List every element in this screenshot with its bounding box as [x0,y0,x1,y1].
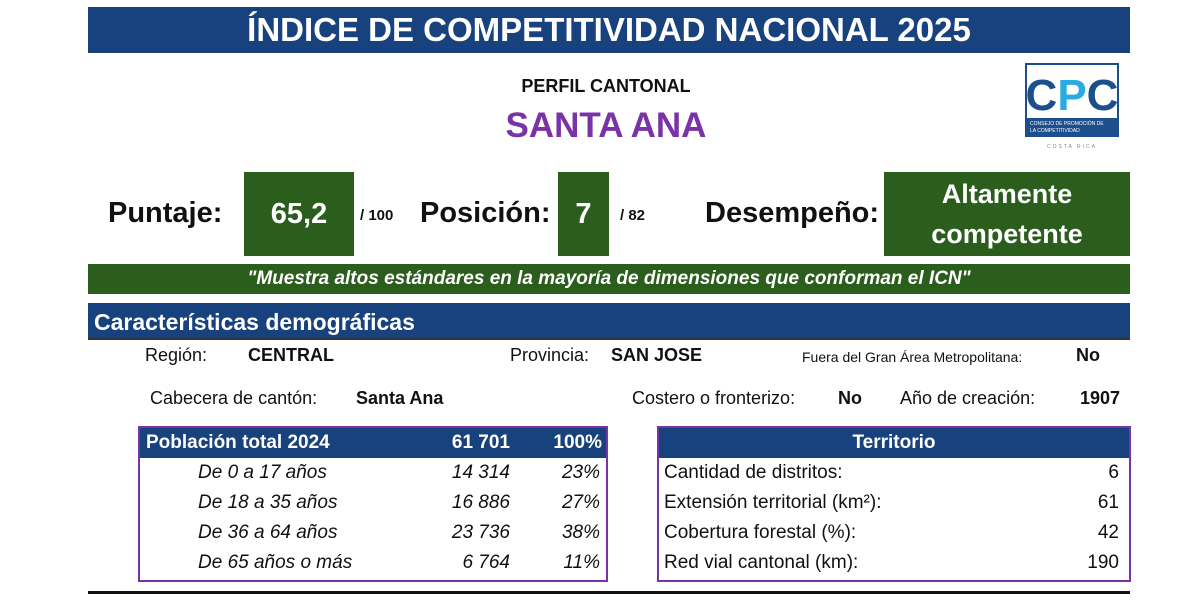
score-max: / 100 [360,207,394,224]
age-label: De 36 a 64 años [198,522,338,543]
gam-value: No [1076,345,1100,365]
age-label: De 18 a 35 años [198,492,338,513]
age-pct: 38% [561,522,600,543]
territory-header: Territorio [659,428,1129,458]
provincia-label: Provincia: [510,345,590,365]
territory-value: 42 [1097,522,1119,543]
age-pct: 27% [561,492,600,513]
region-label: Región: [145,345,208,365]
age-label: De 0 a 17 años [198,462,327,483]
performance-label: Desempeño: [705,197,880,229]
age-value: 14 314 [451,462,510,483]
age-pct: 23% [561,462,600,483]
region-value: CENTRAL [248,345,334,365]
population-title: Población total 2024 [146,432,330,453]
population-header: Población total 2024 61 701 100% [140,428,606,458]
table-row: De 18 a 35 años 16 886 27% [140,488,606,518]
table-row: Cobertura forestal (%): 42 [659,518,1129,548]
cabecera-label: Cabecera de cantón: [150,388,318,408]
score-value: 65,2 [244,172,354,256]
territory-value: 190 [1087,552,1119,573]
svg-text:LA COMPETITIVIDAD: LA COMPETITIVIDAD [1030,128,1080,134]
position-max: / 82 [620,207,646,224]
performance-quote: "Muestra altos estándares en la mayoría … [88,264,1130,294]
performance-line2: competente [931,219,1083,249]
costero-label: Costero o fronterizo: [632,388,796,408]
age-value: 16 886 [451,492,510,513]
cabecera-value: Santa Ana [356,388,444,408]
anio-value: 1907 [1080,388,1121,408]
gam-label: Fuera del Gran Área Metropolitana: [802,349,1023,365]
table-row: De 36 a 64 años 23 736 38% [140,518,606,548]
table-row: Red vial cantonal (km): 190 [659,548,1129,578]
anio-label: Año de creación: [900,388,1036,408]
territory-label: Extensión territorial (km²): [664,492,882,513]
territory-value: 61 [1097,492,1119,513]
svg-text:COSTA RICA: COSTA RICA [1047,144,1097,150]
population-total-pct: 100% [553,432,602,453]
table-row: Cantidad de distritos: 6 [659,458,1129,488]
table-row: De 65 años o más 6 764 11% [140,548,606,578]
age-label: De 65 años o más [198,552,353,573]
age-pct: 11% [563,552,600,573]
territory-value: 6 [1108,462,1119,483]
canton-name: SANTA ANA [505,106,707,145]
table-row: Extensión territorial (km²): 61 [659,488,1129,518]
provincia-value: SAN JOSE [611,345,703,365]
position-label: Posición: [420,197,551,229]
svg-text:CONSEJO DE PROMOCIÓN DE: CONSEJO DE PROMOCIÓN DE [1030,120,1104,127]
bottom-divider [88,591,1130,594]
territory-table: Territorio Cantidad de distritos: 6 Exten… [657,426,1131,582]
subtitle: PERFIL CANTONAL [521,76,691,96]
cpc-logo: CPC CONSEJO DE PROMOCIÓN DE LA COMPETITI… [1020,62,1124,158]
performance-line1: Altamente [941,179,1073,209]
performance-value: Altamente competente [884,172,1130,256]
score-label: Puntaje: [108,197,223,229]
territory-label: Cantidad de distritos: [664,462,843,483]
population-total: 61 701 [451,432,510,453]
position-value: 7 [558,172,609,256]
page-title: ÍNDICE DE COMPETITIVIDAD NACIONAL 2025 [88,7,1130,53]
table-row: De 0 a 17 años 14 314 23% [140,458,606,488]
territory-label: Cobertura forestal (%): [664,522,857,543]
costero-value: No [838,388,862,408]
age-value: 23 736 [451,522,510,543]
svg-text:CPC: CPC [1026,71,1119,120]
divider [88,338,1130,340]
age-value: 6 764 [462,552,510,573]
territory-label: Red vial cantonal (km): [664,552,859,573]
demographics-header: Características demográficas [88,303,1130,338]
population-table: Población total 2024 61 701 100% De 0 a … [138,426,608,582]
